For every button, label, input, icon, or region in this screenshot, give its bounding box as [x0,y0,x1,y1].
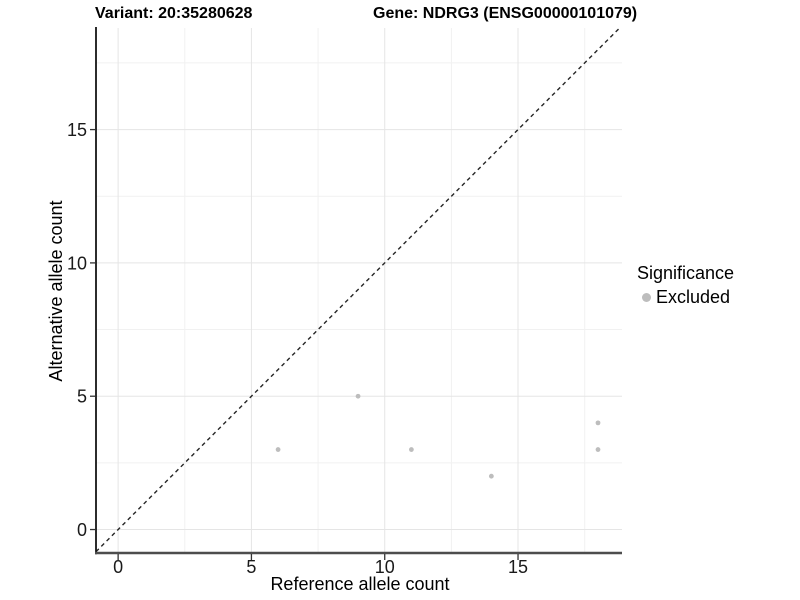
svg-text:5: 5 [77,387,87,407]
svg-text:15: 15 [67,120,87,140]
legend-item-label: Excluded [656,287,731,307]
legend-point-icon [642,293,651,302]
svg-text:15: 15 [508,557,528,577]
gene-title: Gene: NDRG3 (ENSG00000101079) [373,5,638,22]
svg-text:10: 10 [375,557,395,577]
svg-text:10: 10 [67,253,87,273]
variant-title: Variant: 20:35280628 [95,5,253,22]
svg-text:5: 5 [246,557,256,577]
legend-item-excluded: Excluded [637,287,734,308]
legend: Significance Excluded [637,263,734,308]
legend-title: Significance [637,263,735,283]
x-axis-title: Reference allele count [270,574,450,594]
svg-text:0: 0 [113,557,123,577]
svg-text:0: 0 [77,520,87,540]
